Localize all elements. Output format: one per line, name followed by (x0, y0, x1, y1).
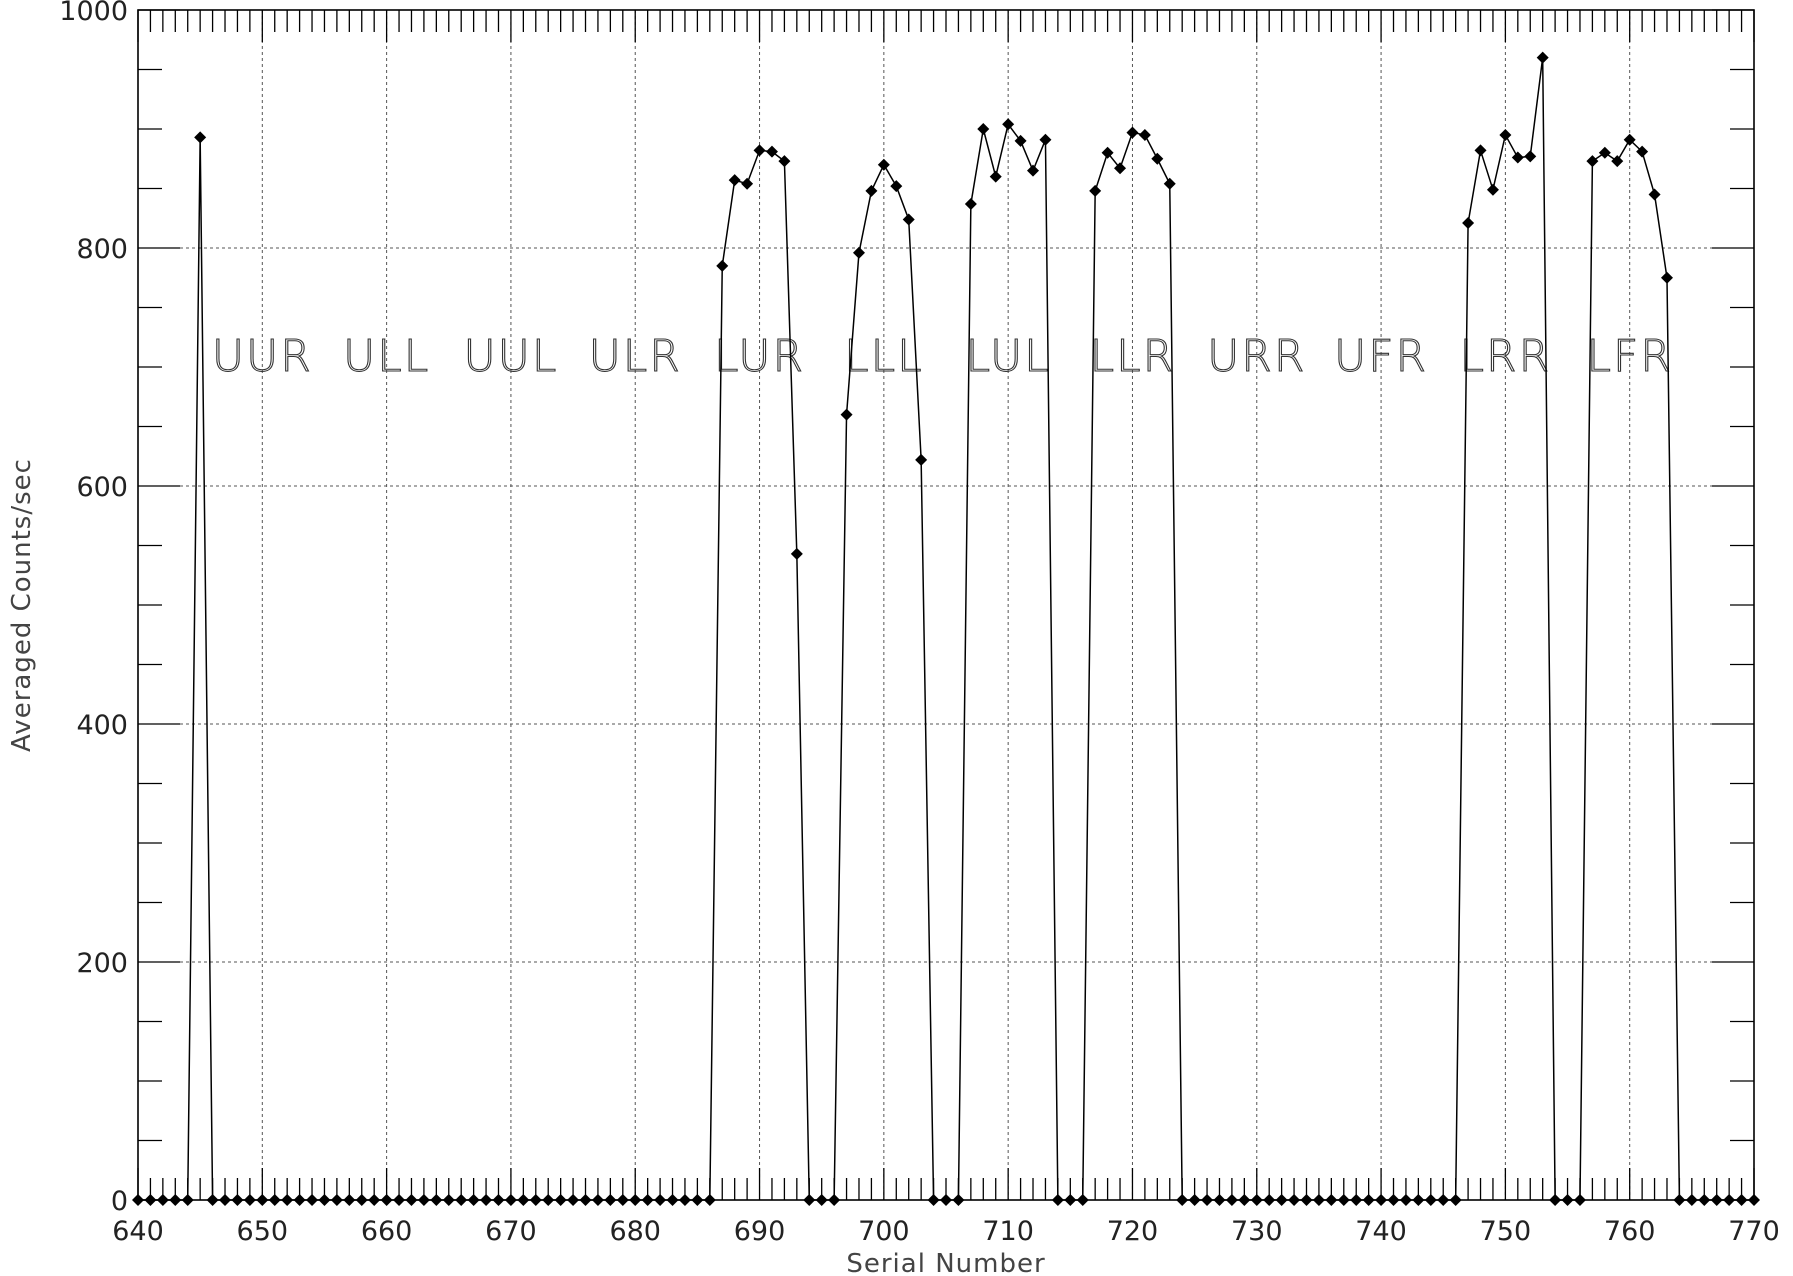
minor-ticks (137, 9, 1755, 1201)
data-point (1014, 134, 1027, 147)
x-tick-label: 690 (734, 1216, 786, 1247)
data-point (1536, 51, 1549, 64)
y-tick-label: 1000 (59, 0, 128, 27)
data-point (1002, 118, 1015, 131)
data-point (852, 246, 865, 259)
data-point (865, 184, 878, 197)
data-point (964, 197, 977, 210)
data-point (1486, 183, 1499, 196)
data-point (1114, 162, 1127, 175)
data-point (1138, 128, 1151, 141)
region-label: ULL (343, 331, 430, 382)
x-tick-label: 710 (982, 1216, 1034, 1247)
data-point (1101, 146, 1114, 159)
data-point (1623, 133, 1636, 146)
data-point (989, 170, 1002, 183)
region-label: LFR (1586, 331, 1672, 382)
x-tick-label: 700 (858, 1216, 910, 1247)
x-tick-labels: 640 650 660 670 680 690 700 710 720 730 740 750 760 7… (112, 1216, 1780, 1247)
data-point (1163, 177, 1176, 190)
x-tick-label: 750 (1480, 1216, 1532, 1247)
grid-lines (138, 10, 1754, 1200)
x-tick-label: 670 (485, 1216, 537, 1247)
y-axis-title: Averaged Counts/sec (7, 458, 37, 752)
x-tick-label: 760 (1604, 1216, 1656, 1247)
data-point (778, 155, 791, 168)
x-axis-title: Serial Number (846, 1249, 1045, 1276)
data-point (1636, 145, 1649, 158)
x-tick-label: 660 (361, 1216, 413, 1247)
y-tick-label: 400 (76, 710, 128, 741)
data-point (790, 547, 803, 560)
region-label: LLL (844, 331, 924, 382)
data-point (1039, 133, 1052, 146)
data-point (902, 213, 915, 226)
region-label: URR (1207, 331, 1306, 382)
data-point (753, 144, 766, 157)
data-point (194, 131, 207, 144)
y-tick-label: 800 (76, 234, 128, 265)
x-tick-label: 730 (1231, 1216, 1283, 1247)
data-point (1499, 128, 1512, 141)
data-series (132, 51, 1760, 1206)
data-point (1648, 188, 1661, 201)
x-tick-label: 650 (237, 1216, 289, 1247)
y-tick-label: 0 (111, 1186, 128, 1217)
data-point (1598, 146, 1611, 159)
data-point (1611, 155, 1624, 168)
x-tick-label: 680 (609, 1216, 661, 1247)
x-tick-label: 740 (1355, 1216, 1407, 1247)
region-label: UFR (1334, 331, 1428, 382)
y-tick-labels: 0 200 400 600 800 1000 (59, 0, 128, 1217)
x-tick-label: 640 (112, 1216, 164, 1247)
data-point (840, 408, 853, 421)
x-tick-label: 720 (1107, 1216, 1159, 1247)
region-label: ULR (589, 331, 682, 382)
data-point (1524, 150, 1537, 163)
data-point (1462, 217, 1475, 230)
data-point (741, 177, 754, 190)
region-label: LUR (714, 331, 805, 382)
data-point (877, 158, 890, 171)
data-point (1660, 271, 1673, 284)
region-labels: UUR ULL UUL ULR LUR LLL LUL LLR URR UFR LRR LFR (211, 331, 1672, 383)
region-label: LLR (1090, 331, 1176, 382)
region-label: LUL (966, 331, 1051, 382)
data-point (716, 259, 729, 272)
data-point (915, 453, 928, 466)
y-tick-label: 200 (76, 948, 128, 979)
data-point (977, 123, 990, 135)
data-point (1126, 126, 1139, 139)
plot-frame (137, 9, 1755, 1201)
region-label: LRR (1460, 331, 1552, 382)
data-point (1474, 144, 1487, 157)
region-label: UUR (212, 331, 313, 382)
y-tick-label: 600 (76, 472, 128, 503)
data-point (1089, 184, 1102, 197)
x-tick-label: 770 (1728, 1216, 1780, 1247)
data-point (1027, 164, 1040, 177)
data-point (1151, 152, 1164, 165)
series-line (138, 57, 1754, 1201)
data-point (890, 180, 903, 193)
data-point (728, 174, 741, 187)
data-point (765, 145, 778, 158)
region-label: UUL (463, 331, 558, 382)
data-point (1586, 155, 1599, 168)
data-point (1511, 151, 1524, 164)
